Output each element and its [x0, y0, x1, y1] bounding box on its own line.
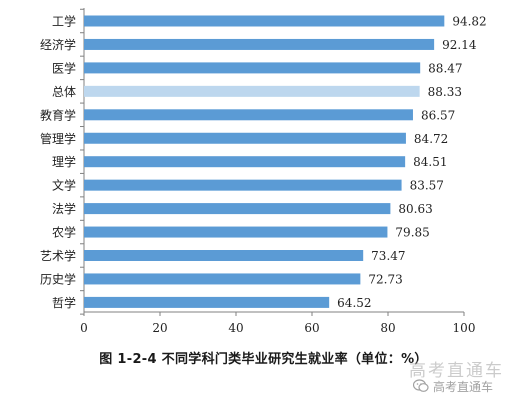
- wechat-icon: [413, 379, 429, 392]
- category-label: 工学: [52, 14, 76, 29]
- watermark: 高考直通车 高考直通车: [405, 356, 515, 400]
- value-label: 83.57: [410, 179, 444, 193]
- category-label: 经济学: [40, 37, 76, 52]
- x-tick-label: 80: [380, 321, 395, 335]
- value-label: 92.14: [442, 38, 477, 52]
- category-label: 总体: [52, 85, 76, 99]
- value-label: 79.85: [395, 226, 429, 240]
- value-label: 84.51: [413, 155, 447, 169]
- bar: [84, 62, 421, 74]
- bar: [84, 15, 445, 27]
- bar: [84, 296, 330, 308]
- bar: [84, 250, 364, 261]
- x-tick-label: 60: [304, 321, 319, 335]
- bar: [84, 38, 435, 50]
- bar: [84, 156, 406, 168]
- category-label: 哲学: [52, 295, 76, 310]
- category-label: 理学: [52, 154, 76, 169]
- bar: [84, 132, 406, 144]
- watermark-subtitle: 高考直通车: [433, 380, 494, 394]
- category-label: 教育学: [40, 107, 76, 122]
- category-label: 管理学: [40, 131, 76, 146]
- x-tick-label: 40: [228, 321, 243, 335]
- bar: [84, 109, 413, 121]
- bar: [84, 85, 420, 97]
- bar: [84, 203, 391, 215]
- x-tick-label: 20: [152, 321, 167, 335]
- x-tick-label: 100: [453, 321, 476, 335]
- bar: [84, 226, 388, 238]
- value-label: 73.47: [371, 249, 405, 263]
- bar: [84, 273, 361, 285]
- category-label: 农学: [52, 225, 76, 240]
- category-label: 艺术学: [40, 248, 76, 263]
- value-label: 86.57: [421, 108, 455, 122]
- category-label: 法学: [52, 201, 76, 216]
- value-label: 94.82: [452, 15, 486, 29]
- figure-caption: 图 1-2-4 不同学科门类毕业研究生就业率（单位：%）: [99, 352, 428, 367]
- value-label: 80.63: [398, 202, 432, 216]
- bar: [84, 179, 402, 191]
- x-tick-label: 0: [80, 321, 88, 335]
- value-label: 64.52: [337, 296, 371, 310]
- category-label: 文学: [52, 178, 76, 193]
- category-label: 医学: [52, 60, 76, 75]
- value-label: 88.47: [428, 61, 462, 75]
- value-label: 72.73: [368, 272, 402, 286]
- value-label: 84.72: [414, 132, 448, 146]
- value-label: 88.33: [428, 85, 462, 99]
- watermark-title: 高考直通车: [409, 361, 504, 381]
- category-label: 历史学: [40, 271, 76, 286]
